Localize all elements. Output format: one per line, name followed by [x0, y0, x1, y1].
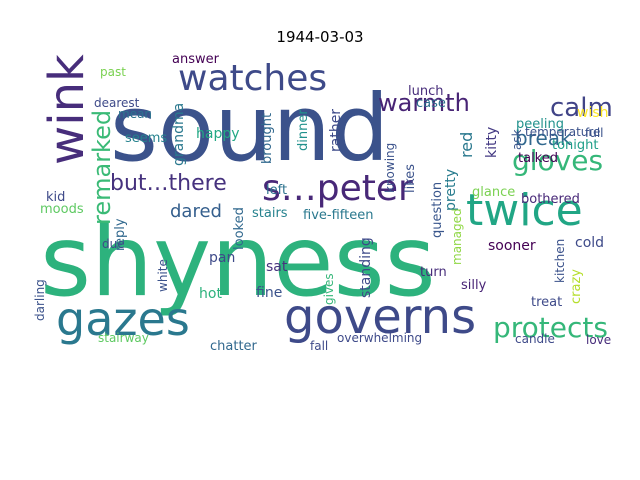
cloud-word: moods: [40, 202, 84, 217]
cloud-word: fine: [256, 285, 282, 301]
cloud-word: stairs: [252, 206, 288, 221]
cloud-word: warmth: [378, 89, 470, 117]
cloud-word: mean: [118, 107, 152, 121]
cloud-word: due: [102, 237, 125, 251]
cloud-word: gazes: [56, 292, 190, 346]
cloud-word: love: [586, 333, 611, 347]
cloud-word: red: [457, 132, 476, 158]
cloud-word: dearest: [94, 96, 140, 110]
cloud-word: dinner: [296, 109, 311, 151]
cloud-word: protects: [493, 311, 608, 344]
cloud-word: tonight: [552, 138, 599, 153]
cloud-word: case: [416, 96, 446, 111]
cloud-word: treat: [531, 295, 562, 310]
cloud-word: answer: [172, 52, 220, 67]
cloud-word: remarked: [88, 110, 116, 225]
cloud-word: s…peter: [262, 168, 413, 209]
cloud-word: five-fifteen: [303, 208, 373, 223]
cloud-word: full: [585, 126, 604, 140]
cloud-word: candle: [515, 332, 555, 346]
cloud-word: stairway: [98, 331, 149, 345]
cloud-word: temperature: [525, 125, 600, 139]
cloud-word: brought: [260, 113, 275, 164]
cloud-word: governs: [284, 289, 476, 345]
cloud-word: dared: [170, 201, 222, 222]
cloud-word: left: [266, 183, 287, 198]
cloud-word: turn: [420, 265, 447, 280]
cloud-word: twice: [466, 185, 583, 236]
cloud-word: calm: [550, 93, 613, 123]
cloud-word: fall: [310, 339, 328, 353]
cloud-word: kid: [46, 190, 65, 205]
cloud-word: pretty: [443, 169, 459, 211]
cloud-word: sooner: [488, 238, 536, 254]
cloud-word: managed: [450, 208, 464, 265]
cloud-word: pan: [209, 250, 235, 266]
cloud-word: break: [515, 126, 572, 150]
cloud-word: silly: [461, 278, 487, 293]
cloud-word: but…there: [110, 171, 227, 196]
cloud-word: darling: [33, 279, 47, 321]
cloud-word: lunch: [408, 84, 443, 99]
cloud-word: peeling: [516, 117, 564, 132]
cloud-word: overwhelming: [337, 331, 422, 345]
cloud-word: chatter: [210, 339, 258, 354]
cloud-word: past: [100, 65, 126, 79]
cloud-word: shyness: [40, 205, 436, 319]
cloud-word: knowing: [383, 143, 397, 193]
cloud-word: crazy: [569, 269, 584, 304]
cloud-word: kitty: [484, 127, 500, 158]
cloud-word: sat: [266, 259, 288, 275]
cloud-word: likes: [403, 164, 418, 193]
cloud-word: question: [430, 182, 445, 238]
cloud-word: wish: [577, 105, 609, 121]
cloud-word: white: [156, 259, 170, 292]
cloud-word: sound: [110, 75, 389, 182]
cloud-word: kitchen: [553, 239, 567, 283]
cloud-word: watches: [178, 58, 327, 99]
cloud-word: grandma: [171, 103, 187, 166]
cloud-word: ask: [510, 129, 524, 150]
cloud-word: glance: [472, 185, 515, 200]
cloud-word: happy: [196, 126, 240, 142]
cloud-word: cold: [575, 235, 604, 251]
cloud-word: standing: [358, 237, 374, 298]
cloud-word: hot: [199, 286, 222, 302]
cloud-word: bothered: [521, 192, 580, 207]
cloud-word: gloves: [512, 144, 603, 177]
cloud-word: rather: [328, 109, 344, 152]
cloud-word: looked: [232, 207, 247, 250]
cloud-word: wink: [39, 54, 95, 165]
cloud-word: seems: [125, 131, 167, 146]
cloud-background: [40, 53, 600, 353]
cloud-word: gives: [322, 273, 336, 305]
page-title: 1944-03-03: [276, 28, 364, 46]
cloud-word: reply: [113, 218, 128, 251]
cloud-word: talked: [518, 151, 558, 166]
